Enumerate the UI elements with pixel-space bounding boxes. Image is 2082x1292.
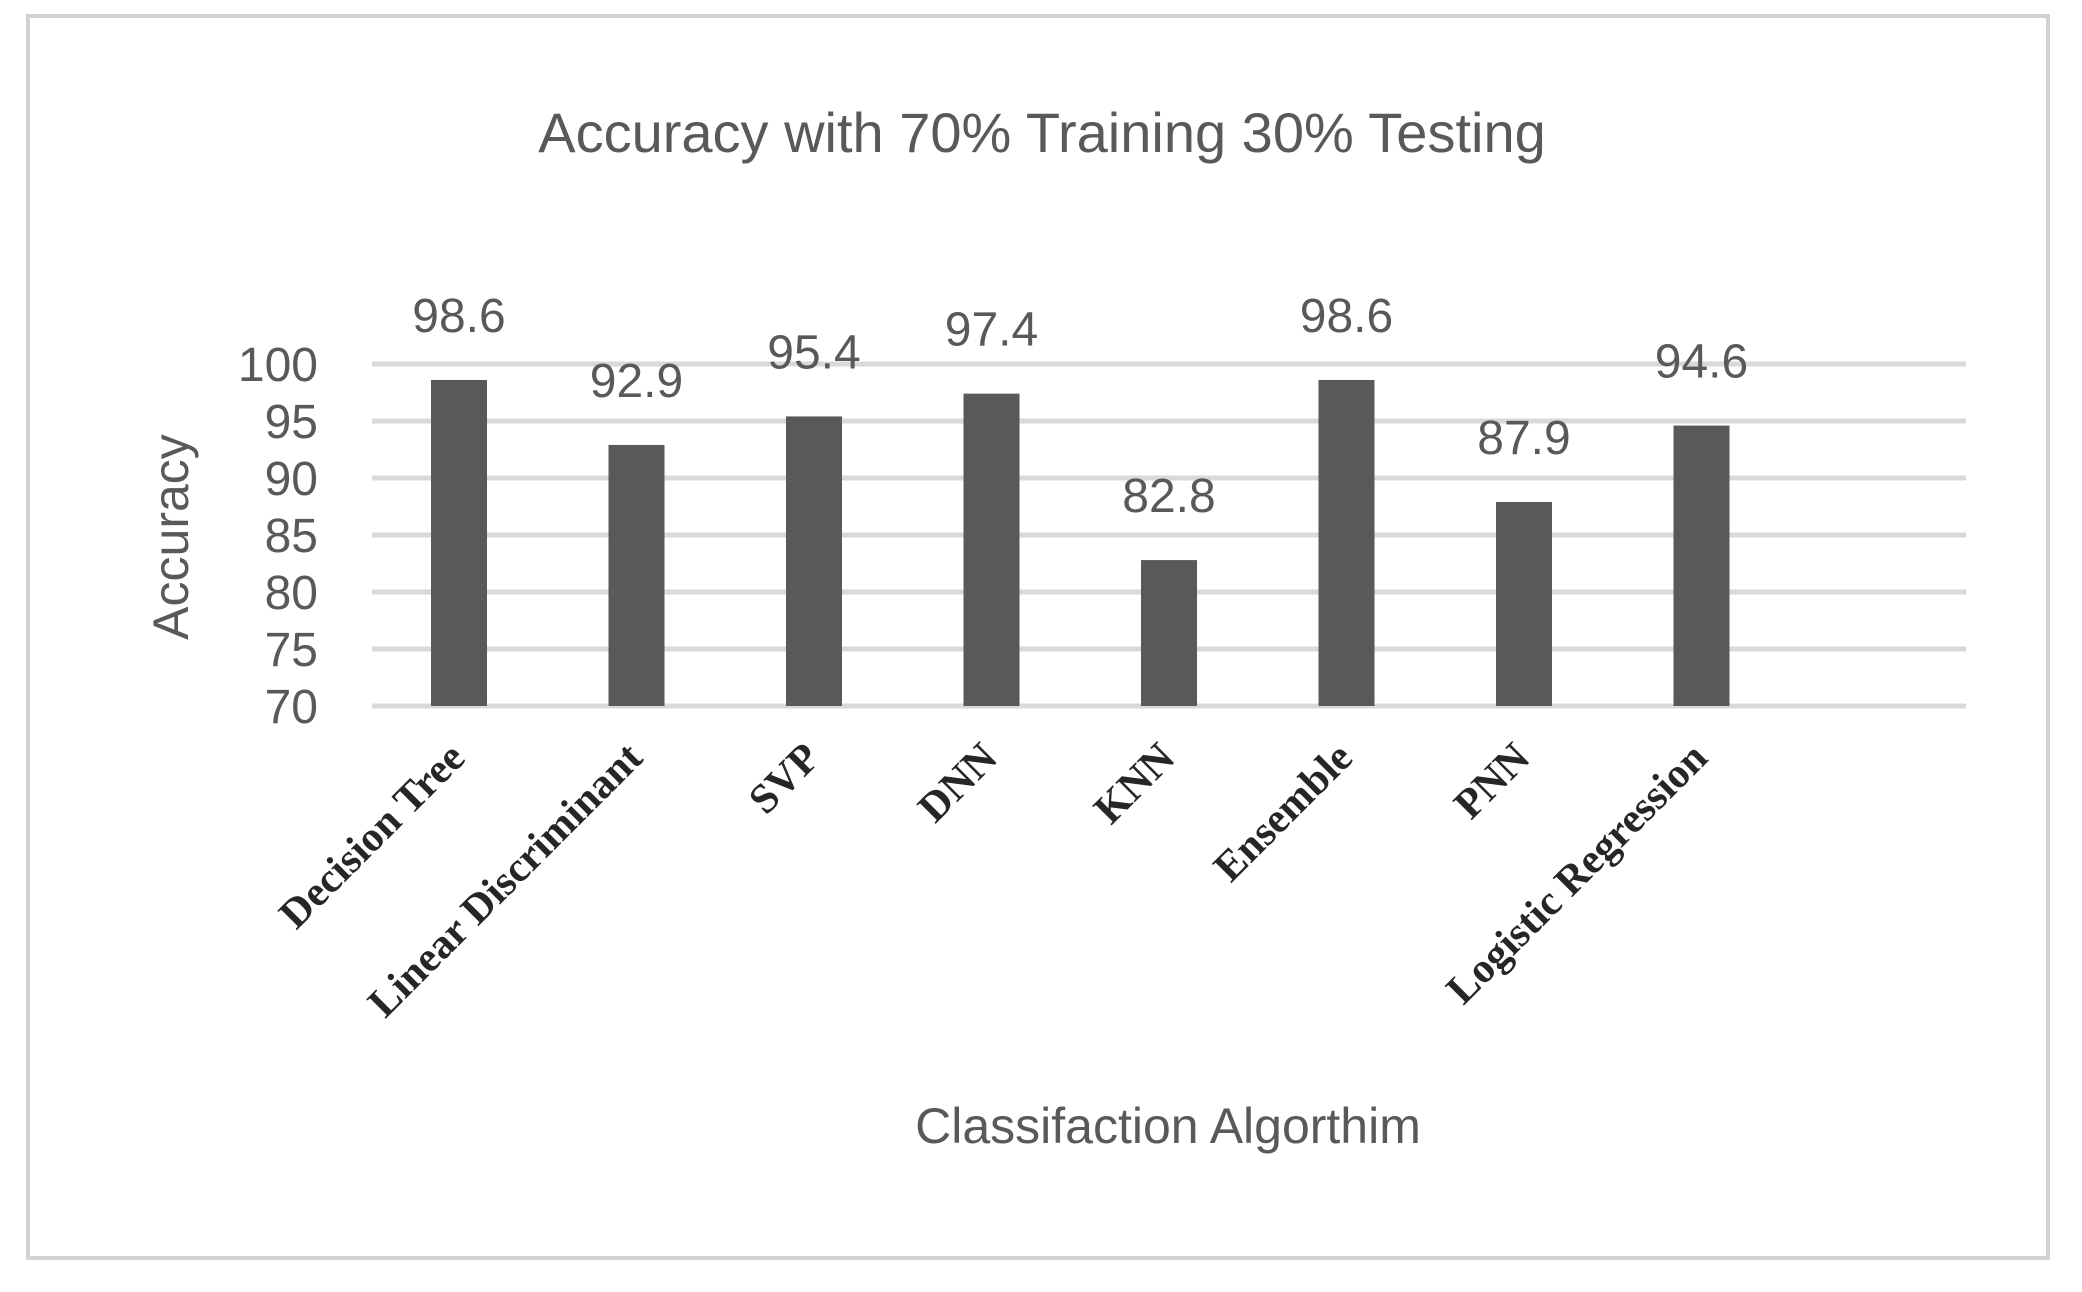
category-label: DNN <box>910 735 1007 832</box>
bar <box>608 444 665 706</box>
bar <box>1141 560 1197 706</box>
bar <box>1673 425 1730 706</box>
data-label: 98.6 <box>412 290 505 343</box>
category-label: SVP <box>740 735 829 824</box>
category-label: PNN <box>1446 735 1540 829</box>
bars <box>431 379 1730 706</box>
bar <box>963 393 1020 706</box>
category-label: Ensemble <box>1205 735 1361 891</box>
y-tick-label: 85 <box>265 510 318 563</box>
chart-title: Accuracy with 70% Training 30% Testing <box>538 101 1545 164</box>
y-tick-label: 100 <box>238 339 318 392</box>
bar <box>786 416 842 706</box>
data-label: 87.9 <box>1477 412 1570 465</box>
bar <box>1318 379 1375 706</box>
y-tick-label: 90 <box>265 453 318 506</box>
y-tick-label: 75 <box>265 624 318 677</box>
data-labels: 98.6 92.9 95.4 97.4 82.8 98.6 87.9 94.6 <box>412 290 1748 523</box>
y-axis-label: Accuracy <box>143 434 199 640</box>
data-label: 98.6 <box>1300 290 1393 343</box>
data-label: 82.8 <box>1122 470 1215 523</box>
y-tick-label: 80 <box>265 567 318 620</box>
bar <box>431 379 487 706</box>
x-axis-label: Classifaction Algorthim <box>915 1098 1421 1154</box>
category-label: KNN <box>1086 735 1185 834</box>
y-tick-label: 95 <box>265 396 318 449</box>
y-tick-label: 70 <box>265 681 318 734</box>
category-label: Decision Tree <box>271 735 474 938</box>
data-label: 94.6 <box>1655 336 1748 389</box>
data-label: 97.4 <box>945 304 1038 357</box>
bar <box>1496 501 1552 706</box>
data-label: 92.9 <box>590 355 683 408</box>
data-label: 95.4 <box>767 326 860 379</box>
